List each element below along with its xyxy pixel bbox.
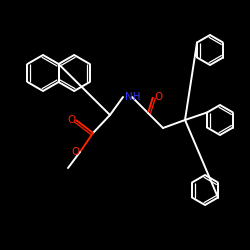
Text: O: O: [154, 92, 162, 102]
Text: NH: NH: [125, 92, 140, 102]
Text: O: O: [71, 147, 79, 157]
Text: O: O: [67, 115, 75, 125]
